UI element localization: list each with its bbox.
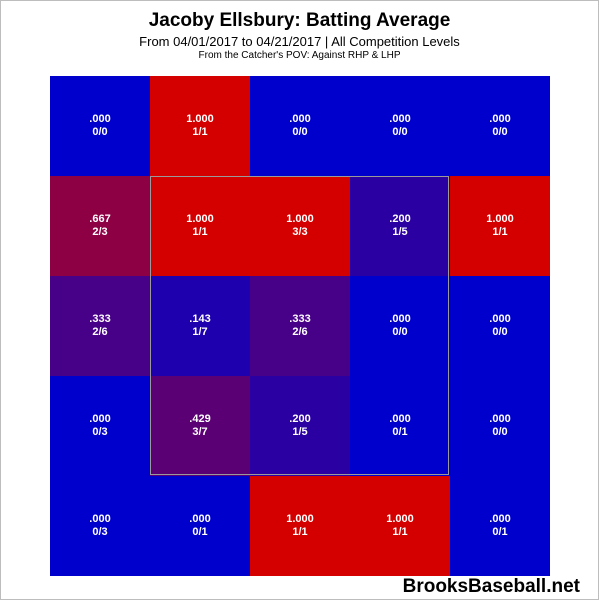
cell-average: .000 [389,413,411,425]
cell-ratio: 0/0 [492,126,508,138]
heatmap-cell-r1-c4: .000 0/0 [350,76,450,176]
cell-ratio: 0/0 [392,126,408,138]
cell-average: .000 [489,513,511,525]
cell-average: .333 [89,313,111,325]
cell-average: .667 [89,213,111,225]
heatmap-cell-r3-c2: .143 1/7 [150,276,250,376]
chart-title: Jacoby Ellsbury: Batting Average [148,10,451,31]
heatmap-cell-r5-c1: .000 0/3 [50,476,150,576]
cell-ratio: 1/1 [492,226,508,238]
cell-ratio: 0/1 [192,526,208,538]
cell-ratio: 1/7 [192,326,208,338]
cell-average: .000 [89,113,111,125]
cell-ratio: 1/1 [192,126,208,138]
heatmap-cell-r3-c4: .000 0/0 [350,276,450,376]
cell-average: 1.000 [186,213,214,225]
cell-average: .000 [389,113,411,125]
cell-ratio: 0/0 [392,326,408,338]
cell-ratio: 2/6 [92,326,108,338]
heatmap-grid: .000 0/0 1.000 1/1.000 0/0.000 0/0.000 0/0.667… [50,76,550,576]
cell-average: .143 [189,313,211,325]
cell-ratio: 1/1 [392,526,408,538]
heatmap-cell-r3-c5: .000 0/0 [450,276,550,376]
cell-average: .200 [389,213,411,225]
heatmap-cell-r2-c2: 1.000 1/1 [150,176,250,276]
cell-ratio: 1/1 [292,526,308,538]
cell-average: .000 [489,413,511,425]
cell-ratio: 0/0 [492,426,508,438]
heatmap-cell-r1-c1: .000 0/0 [50,76,150,176]
cell-average: 1.000 [186,113,214,125]
cell-ratio: 0/0 [492,326,508,338]
cell-ratio: 0/0 [92,126,108,138]
cell-average: 1.000 [486,213,514,225]
heatmap-cell-r2-c4: .200 1/5 [350,176,450,276]
cell-average: 1.000 [386,513,414,525]
heatmap-cell-r1-c3: .000 0/0 [250,76,350,176]
heatmap-cell-r1-c2: 1.000 1/1 [150,76,250,176]
heatmap-cell-r3-c1: .333 2/6 [50,276,150,376]
cell-ratio: 2/6 [292,326,308,338]
brooksbaseball-watermark: BrooksBaseball.net [402,576,580,597]
cell-average: .000 [289,113,311,125]
heatmap-cell-r4-c2: .429 3/7 [150,376,250,476]
cell-average: .000 [189,513,211,525]
heatmap-cell-r5-c5: .000 0/1 [450,476,550,576]
heatmap-cell-r5-c3: 1.000 1/1 [250,476,350,576]
cell-ratio: 1/5 [392,226,408,238]
cell-average: 1.000 [286,513,314,525]
cell-ratio: 0/0 [292,126,308,138]
cell-ratio: 0/3 [92,526,108,538]
heatmap-cell-r2-c1: .667 2/3 [50,176,150,276]
cell-average: .000 [489,113,511,125]
cell-ratio: 0/1 [492,526,508,538]
cell-ratio: 2/3 [92,226,108,238]
cell-average: .200 [289,413,311,425]
cell-average: .000 [89,413,111,425]
heatmap-cell-r4-c4: .000 0/1 [350,376,450,476]
cell-ratio: 0/3 [92,426,108,438]
cell-average: .000 [389,313,411,325]
cell-ratio: 1/5 [292,426,308,438]
heatmap-cell-r4-c5: .000 0/0 [450,376,550,476]
cell-average: 1.000 [286,213,314,225]
heatmap-cell-r5-c4: 1.000 1/1 [350,476,450,576]
heatmap-cell-r5-c2: .000 0/1 [150,476,250,576]
cell-ratio: 0/1 [392,426,408,438]
cell-ratio: 1/1 [192,226,208,238]
cell-average: .333 [289,313,311,325]
cell-average: .000 [89,513,111,525]
chart-subtitle: From 04/01/2017 to 04/21/2017 | All Comp… [139,34,460,49]
heatmap-cell-r2-c5: 1.000 1/1 [450,176,550,276]
cell-average: .000 [489,313,511,325]
cell-average: .429 [189,413,211,425]
heatmap-cell-r4-c3: .200 1/5 [250,376,350,476]
cell-ratio: 3/7 [192,426,208,438]
cell-ratio: 3/3 [292,226,308,238]
heatmap-cell-r3-c3: .333 2/6 [250,276,350,376]
chart-note: From the Catcher's POV: Against RHP & LH… [198,50,401,61]
heatmap-cell-r4-c1: .000 0/3 [50,376,150,476]
heatmap-cell-r2-c3: 1.000 3/3 [250,176,350,276]
heatmap-cell-r1-c5: .000 0/0 [450,76,550,176]
